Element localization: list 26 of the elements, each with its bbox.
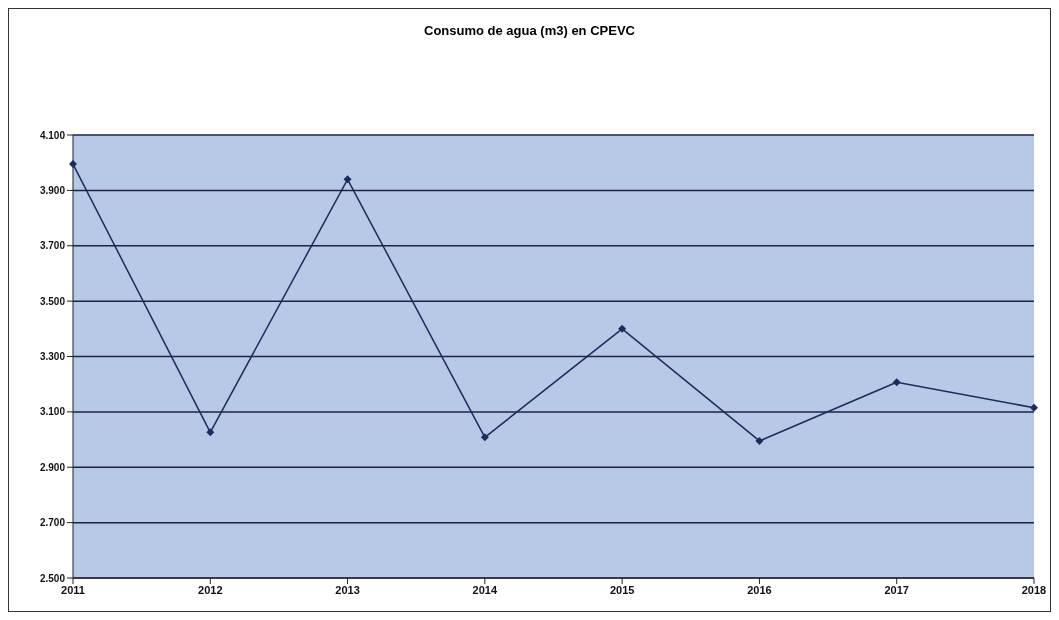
x-tick-label: 2012 — [198, 583, 223, 596]
y-tick-label: 3.500 — [39, 295, 66, 307]
y-tick-label: 2.500 — [39, 572, 66, 584]
point — [343, 175, 352, 184]
x-tick-label: 2018 — [1021, 583, 1047, 596]
point — [480, 433, 489, 442]
y-tick-label: 2.700 — [39, 517, 66, 529]
x-tick-label: 2014 — [472, 583, 498, 596]
point — [1030, 403, 1038, 412]
x-tick-label: 2016 — [747, 583, 772, 596]
x-tick-label: 2013 — [335, 583, 360, 596]
x-tick-label: 2017 — [884, 583, 909, 596]
y-tick-label: 4.100 — [39, 129, 66, 141]
point — [206, 428, 215, 437]
y-tick-label: 3.100 — [39, 406, 66, 418]
point — [618, 324, 627, 333]
y-tick-label: 3.700 — [39, 240, 66, 252]
x-tick-label: 2015 — [609, 583, 635, 596]
y-tick-label: 3.300 — [39, 351, 66, 363]
point — [69, 160, 77, 169]
y-tick-label: 2.900 — [39, 461, 66, 473]
y-tick-label: 3.900 — [39, 184, 66, 196]
point — [755, 436, 764, 445]
chart-title: Consumo de agua (m3) en CPEVC — [423, 23, 636, 38]
x-tick-label: 2011 — [61, 583, 85, 596]
point — [892, 378, 901, 387]
